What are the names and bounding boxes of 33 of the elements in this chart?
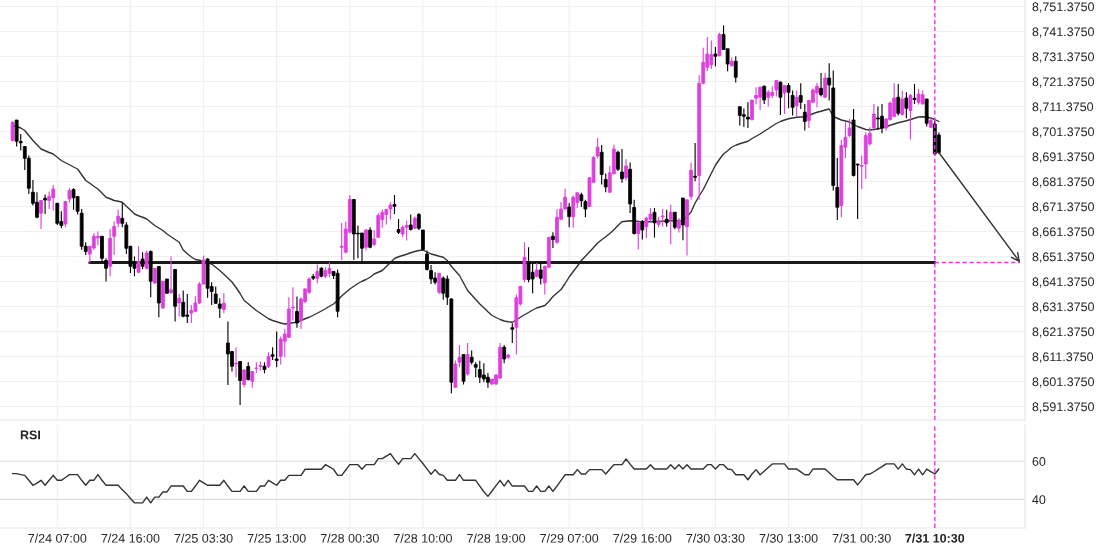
x-tick-label: 7/29 16:00 [613, 533, 672, 543]
x-tick-label: 7/24 16:00 [101, 533, 160, 543]
x-tick-label: 7/25 13:00 [247, 533, 306, 543]
y-tick-label: 40 [1032, 495, 1046, 505]
y-tick-label: 8,701.3750 [1032, 127, 1095, 138]
x-tick-label: 7/29 07:00 [540, 533, 599, 543]
y-tick-label: 8,751.3750 [1032, 2, 1095, 13]
y-tick-label: 8,661.3750 [1032, 227, 1095, 238]
x-tick-label: 7/31 10:30 [905, 533, 965, 543]
x-tick-label: 7/28 19:00 [467, 533, 526, 543]
x-tick-label: 7/28 10:00 [394, 533, 452, 543]
y-tick-label: 8,651.3750 [1032, 252, 1095, 263]
y-tick-label: 60 [1032, 457, 1046, 466]
x-tick-label: 7/28 00:30 [320, 533, 379, 543]
y-tick-label: 8,631.3750 [1032, 302, 1095, 313]
x-tick-label: 7/24 07:00 [28, 533, 87, 543]
x-tick-label: 7/31 00:30 [832, 533, 891, 543]
y-tick-label: 8,611.3750 [1032, 352, 1094, 363]
chart-title: RSI [20, 430, 40, 440]
y-tick-label: 8,601.3750 [1032, 377, 1095, 388]
y-tick-label: 8,621.3750 [1032, 327, 1095, 338]
y-tick-label: 8,681.3750 [1032, 177, 1095, 188]
y-tick-label: 8,671.3750 [1032, 202, 1095, 213]
y-tick-label: 8,711.3750 [1032, 102, 1094, 113]
x-tick-label: 7/25 03:30 [174, 533, 233, 543]
y-tick-label: 8,741.3750 [1032, 27, 1095, 38]
x-tick-label: 7/30 13:00 [759, 533, 818, 543]
y-tick-label: 8,721.3750 [1032, 77, 1095, 88]
x-tick-label: 7/30 03:30 [686, 533, 745, 543]
y-tick-label: 8,641.3750 [1032, 277, 1095, 288]
y-tick-label: 8,591.3750 [1032, 402, 1095, 413]
y-tick-label: 8,691.3750 [1032, 152, 1095, 163]
y-tick-label: 8,731.3750 [1032, 52, 1095, 63]
